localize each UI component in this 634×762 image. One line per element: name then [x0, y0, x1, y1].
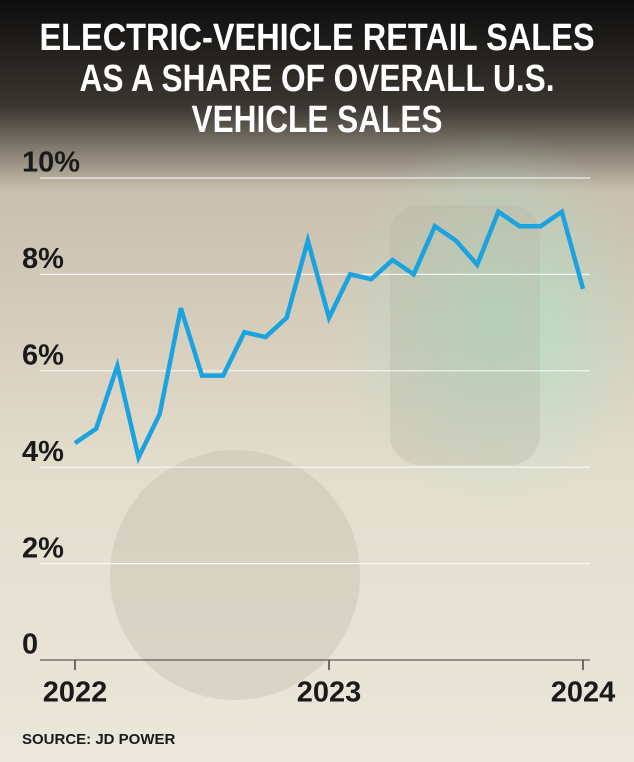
- x-tick-label: 2024: [551, 677, 616, 709]
- chart-title: AS A SHARE OF OVERALL U.S.: [80, 58, 555, 100]
- y-tick-label: 4%: [22, 436, 64, 468]
- x-tick-label: 2022: [43, 677, 108, 709]
- y-tick-label: 0: [22, 629, 38, 661]
- y-tick-label: 10%: [22, 147, 80, 179]
- y-tick-label: 8%: [22, 243, 64, 275]
- data-line: [73, 208, 586, 465]
- port-decoration: [390, 205, 540, 465]
- wheel-decoration: [110, 450, 360, 700]
- y-tick-label: 6%: [22, 339, 64, 371]
- chart-title: ELECTRIC-VEHICLE RETAIL SALES: [40, 17, 595, 59]
- chart-title: VEHICLE SALES: [192, 99, 443, 141]
- y-tick-label: 2%: [22, 532, 64, 564]
- x-tick-label: 2023: [297, 677, 362, 709]
- source-note: SOURCE: JD POWER: [22, 731, 176, 748]
